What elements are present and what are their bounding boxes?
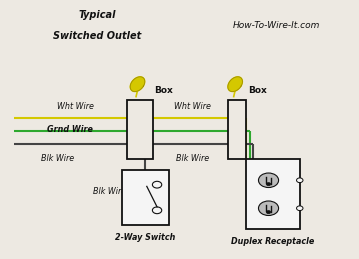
Circle shape	[266, 211, 271, 214]
Circle shape	[258, 201, 279, 215]
Circle shape	[258, 173, 279, 188]
Text: Typical: Typical	[78, 10, 116, 20]
Circle shape	[266, 183, 271, 186]
Bar	[246, 159, 300, 229]
Text: Blk Wire: Blk Wire	[93, 188, 126, 196]
Circle shape	[297, 206, 303, 211]
Circle shape	[297, 178, 303, 183]
Text: Blk Wire: Blk Wire	[176, 154, 209, 163]
Bar	[127, 100, 153, 159]
Text: 2-Way Switch: 2-Way Switch	[115, 233, 176, 242]
Text: How-To-Wire-It.com: How-To-Wire-It.com	[233, 21, 320, 30]
Polygon shape	[228, 77, 242, 91]
Polygon shape	[130, 77, 145, 91]
Bar	[122, 170, 169, 225]
Text: Wht Wire: Wht Wire	[57, 102, 94, 111]
Text: Box: Box	[154, 85, 173, 95]
Bar	[228, 100, 246, 159]
Text: Duplex Receptacle: Duplex Receptacle	[231, 237, 314, 246]
Text: Grnd Wire: Grnd Wire	[47, 125, 93, 134]
Text: Wht Wire: Wht Wire	[174, 102, 210, 111]
Text: Box: Box	[248, 85, 266, 95]
Text: Blk Wire: Blk Wire	[41, 154, 74, 163]
Text: Switched Outlet: Switched Outlet	[53, 31, 141, 41]
